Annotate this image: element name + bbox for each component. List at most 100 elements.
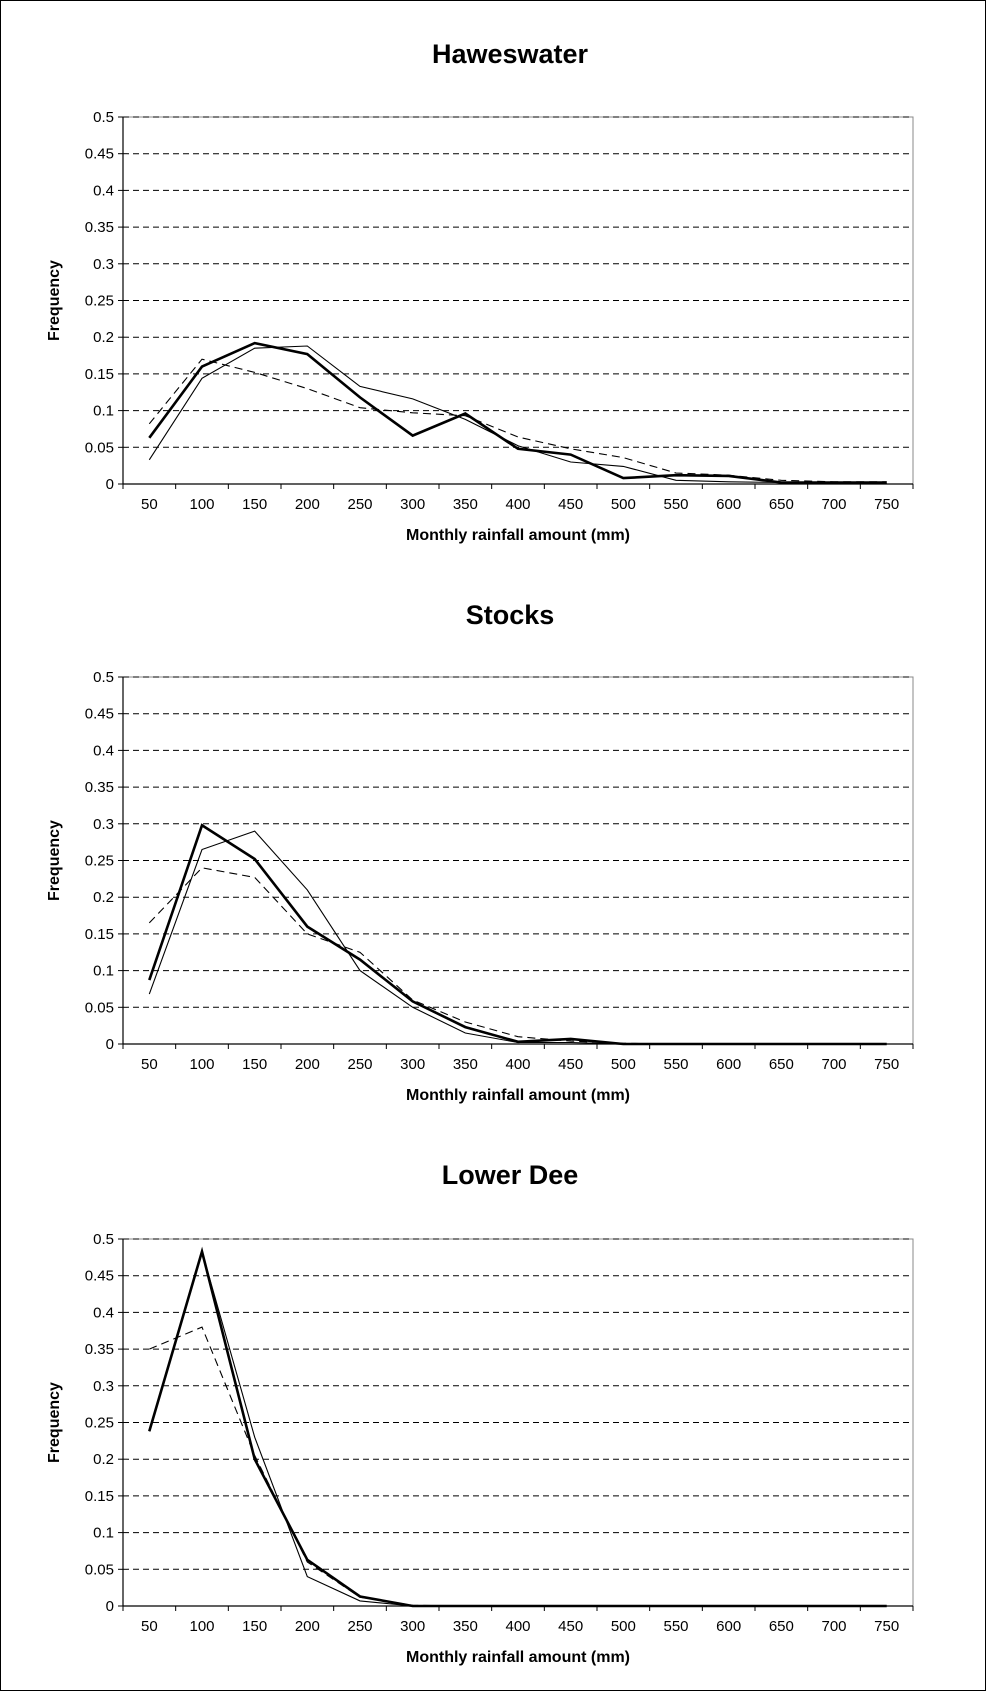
series-line-dashed (149, 1326, 887, 1607)
x-tick-label: 150 (242, 1618, 267, 1635)
y-tick-label: 0.15 (85, 1488, 114, 1505)
y-tick-label: 0.2 (93, 329, 114, 346)
x-tick-label: 500 (611, 496, 636, 513)
x-tick-label: 100 (189, 1618, 214, 1635)
y-tick-label: 0.05 (85, 999, 114, 1016)
x-tick-label: 100 (189, 496, 214, 513)
y-tick-label: 0 (106, 1598, 114, 1615)
x-tick-label: 450 (558, 1056, 583, 1073)
x-tick-label: 150 (242, 496, 267, 513)
x-tick-label: 700 (821, 1056, 846, 1073)
y-tick-label: 0.2 (93, 1451, 114, 1468)
x-tick-label: 400 (505, 496, 530, 513)
x-tick-label: 250 (347, 496, 372, 513)
series-line-thick (148, 341, 887, 484)
x-tick-label: 200 (295, 496, 320, 513)
x-tick-label: 700 (821, 496, 846, 513)
x-tick-label: 100 (189, 1056, 214, 1073)
y-tick-label: 0.1 (93, 963, 114, 980)
x-tick-label: 50 (141, 1618, 158, 1635)
x-tick-label: 650 (769, 1056, 794, 1073)
x-tick-label: 350 (453, 1618, 478, 1635)
y-tick-label: 0.4 (93, 1304, 114, 1321)
y-tick-label: 0.25 (85, 1415, 114, 1432)
x-tick-label: 300 (400, 1056, 425, 1073)
x-tick-label: 600 (716, 1056, 741, 1073)
x-tick-label: 650 (769, 1618, 794, 1635)
series-line-thin (148, 345, 887, 484)
x-tick-label: 600 (716, 1618, 741, 1635)
x-tick-label: 250 (347, 1618, 372, 1635)
y-tick-label: 0.3 (93, 816, 114, 833)
x-tick-label: 550 (663, 1618, 688, 1635)
y-tick-label: 0.35 (85, 1341, 114, 1358)
y-axis-label: Frequency (46, 260, 63, 341)
x-axis-label: Monthly rainfall amount (mm) (406, 1649, 630, 1666)
x-tick-label: 650 (769, 496, 794, 513)
x-tick-label: 50 (141, 496, 158, 513)
x-tick-label: 500 (611, 1618, 636, 1635)
chart-2: Lower Dee 0 0.05 0.1 0.15 0.2 0.25 0.3 0.35 0.4 0.… (46, 1160, 914, 1666)
series-line-thin (148, 830, 887, 1045)
chart-1: Stocks 0 0.05 0.1 0.15 0.2 0.25 0.3 0.35 0.4 0.45 0… (46, 600, 914, 1104)
y-tick-label: 0 (106, 1036, 114, 1053)
y-tick-label: 0.15 (85, 366, 114, 383)
chart-title: Stocks (466, 600, 555, 630)
x-tick-label: 200 (295, 1618, 320, 1635)
y-tick-label: 0.35 (85, 779, 114, 796)
x-tick-label: 750 (874, 496, 899, 513)
chart-title: Lower Dee (442, 1160, 579, 1190)
x-tick-label: 150 (242, 1056, 267, 1073)
y-tick-label: 0.1 (93, 403, 114, 420)
y-tick-label: 0.05 (85, 439, 114, 456)
x-tick-label: 300 (400, 1618, 425, 1635)
series-line-thick (148, 823, 887, 1046)
x-tick-label: 700 (821, 1618, 846, 1635)
x-tick-label: 400 (505, 1056, 530, 1073)
y-tick-label: 0.3 (93, 1378, 114, 1395)
series-line-dashed (148, 358, 887, 483)
x-tick-label: 750 (874, 1056, 899, 1073)
x-tick-label: 300 (400, 496, 425, 513)
y-tick-label: 0.4 (93, 182, 114, 199)
x-tick-label: 250 (347, 1056, 372, 1073)
x-tick-label: 350 (453, 496, 478, 513)
y-tick-label: 0.05 (85, 1561, 114, 1578)
x-tick-label: 350 (453, 1056, 478, 1073)
y-tick-label: 0.5 (93, 669, 114, 686)
y-axis-label: Frequency (46, 820, 63, 901)
y-tick-label: 0.15 (85, 926, 114, 943)
series-line-dashed (148, 867, 887, 1045)
series-line-thin (148, 1249, 887, 1607)
x-tick-label: 200 (295, 1056, 320, 1073)
y-tick-label: 0.3 (93, 256, 114, 273)
y-tick-label: 0.5 (93, 109, 114, 126)
y-tick-label: 0.25 (85, 293, 114, 310)
x-axis-label: Monthly rainfall amount (mm) (406, 1087, 630, 1104)
x-tick-label: 400 (505, 1618, 530, 1635)
x-tick-label: 450 (558, 496, 583, 513)
y-tick-label: 0.25 (85, 853, 114, 870)
x-tick-label: 550 (663, 496, 688, 513)
y-tick-label: 0.45 (85, 1268, 114, 1285)
x-tick-label: 50 (141, 1056, 158, 1073)
series-line-thick (148, 1246, 887, 1608)
y-tick-label: 0.2 (93, 889, 114, 906)
x-tick-label: 450 (558, 1618, 583, 1635)
y-tick-label: 0.1 (93, 1525, 114, 1542)
y-tick-label: 0.35 (85, 219, 114, 236)
x-tick-label: 600 (716, 496, 741, 513)
x-tick-label: 500 (611, 1056, 636, 1073)
chart-title: Haweswater (432, 39, 589, 69)
y-tick-label: 0.5 (93, 1231, 114, 1248)
x-axis-label: Monthly rainfall amount (mm) (406, 527, 630, 544)
y-axis-label: Frequency (46, 1382, 63, 1463)
y-tick-label: 0.45 (85, 146, 114, 163)
chart-0: Haweswater 0 0.05 0.1 0.15 0.2 0.25 0.3 0.35 0.4 0… (46, 39, 914, 544)
x-tick-label: 750 (874, 1618, 899, 1635)
y-tick-label: 0 (106, 476, 114, 493)
y-tick-label: 0.45 (85, 706, 114, 723)
x-tick-label: 550 (663, 1056, 688, 1073)
